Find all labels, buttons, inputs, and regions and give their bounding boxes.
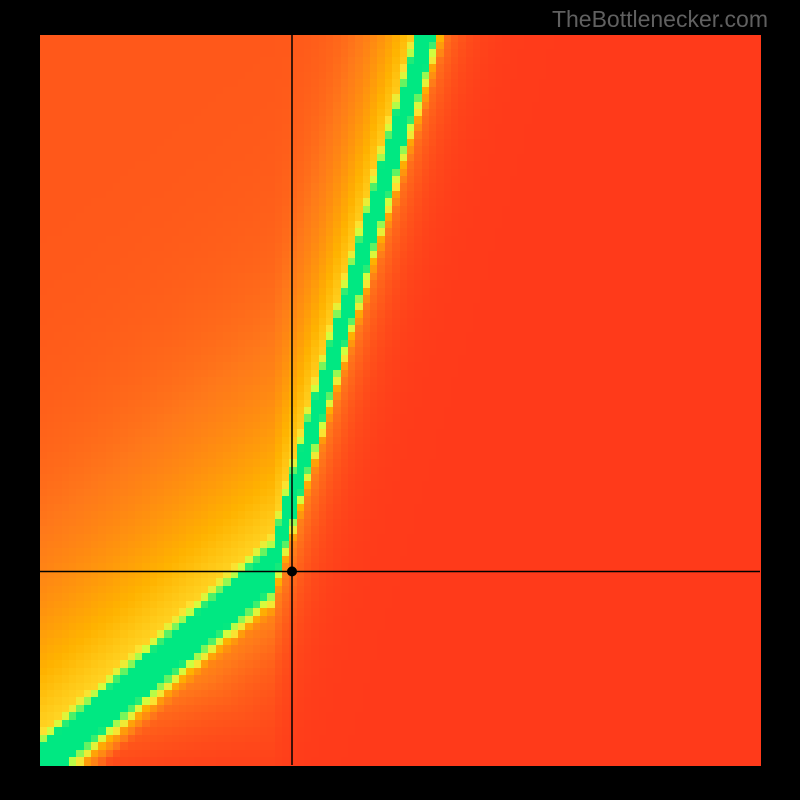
- bottleneck-heatmap: [0, 0, 800, 800]
- watermark-text: TheBottlenecker.com: [552, 6, 768, 33]
